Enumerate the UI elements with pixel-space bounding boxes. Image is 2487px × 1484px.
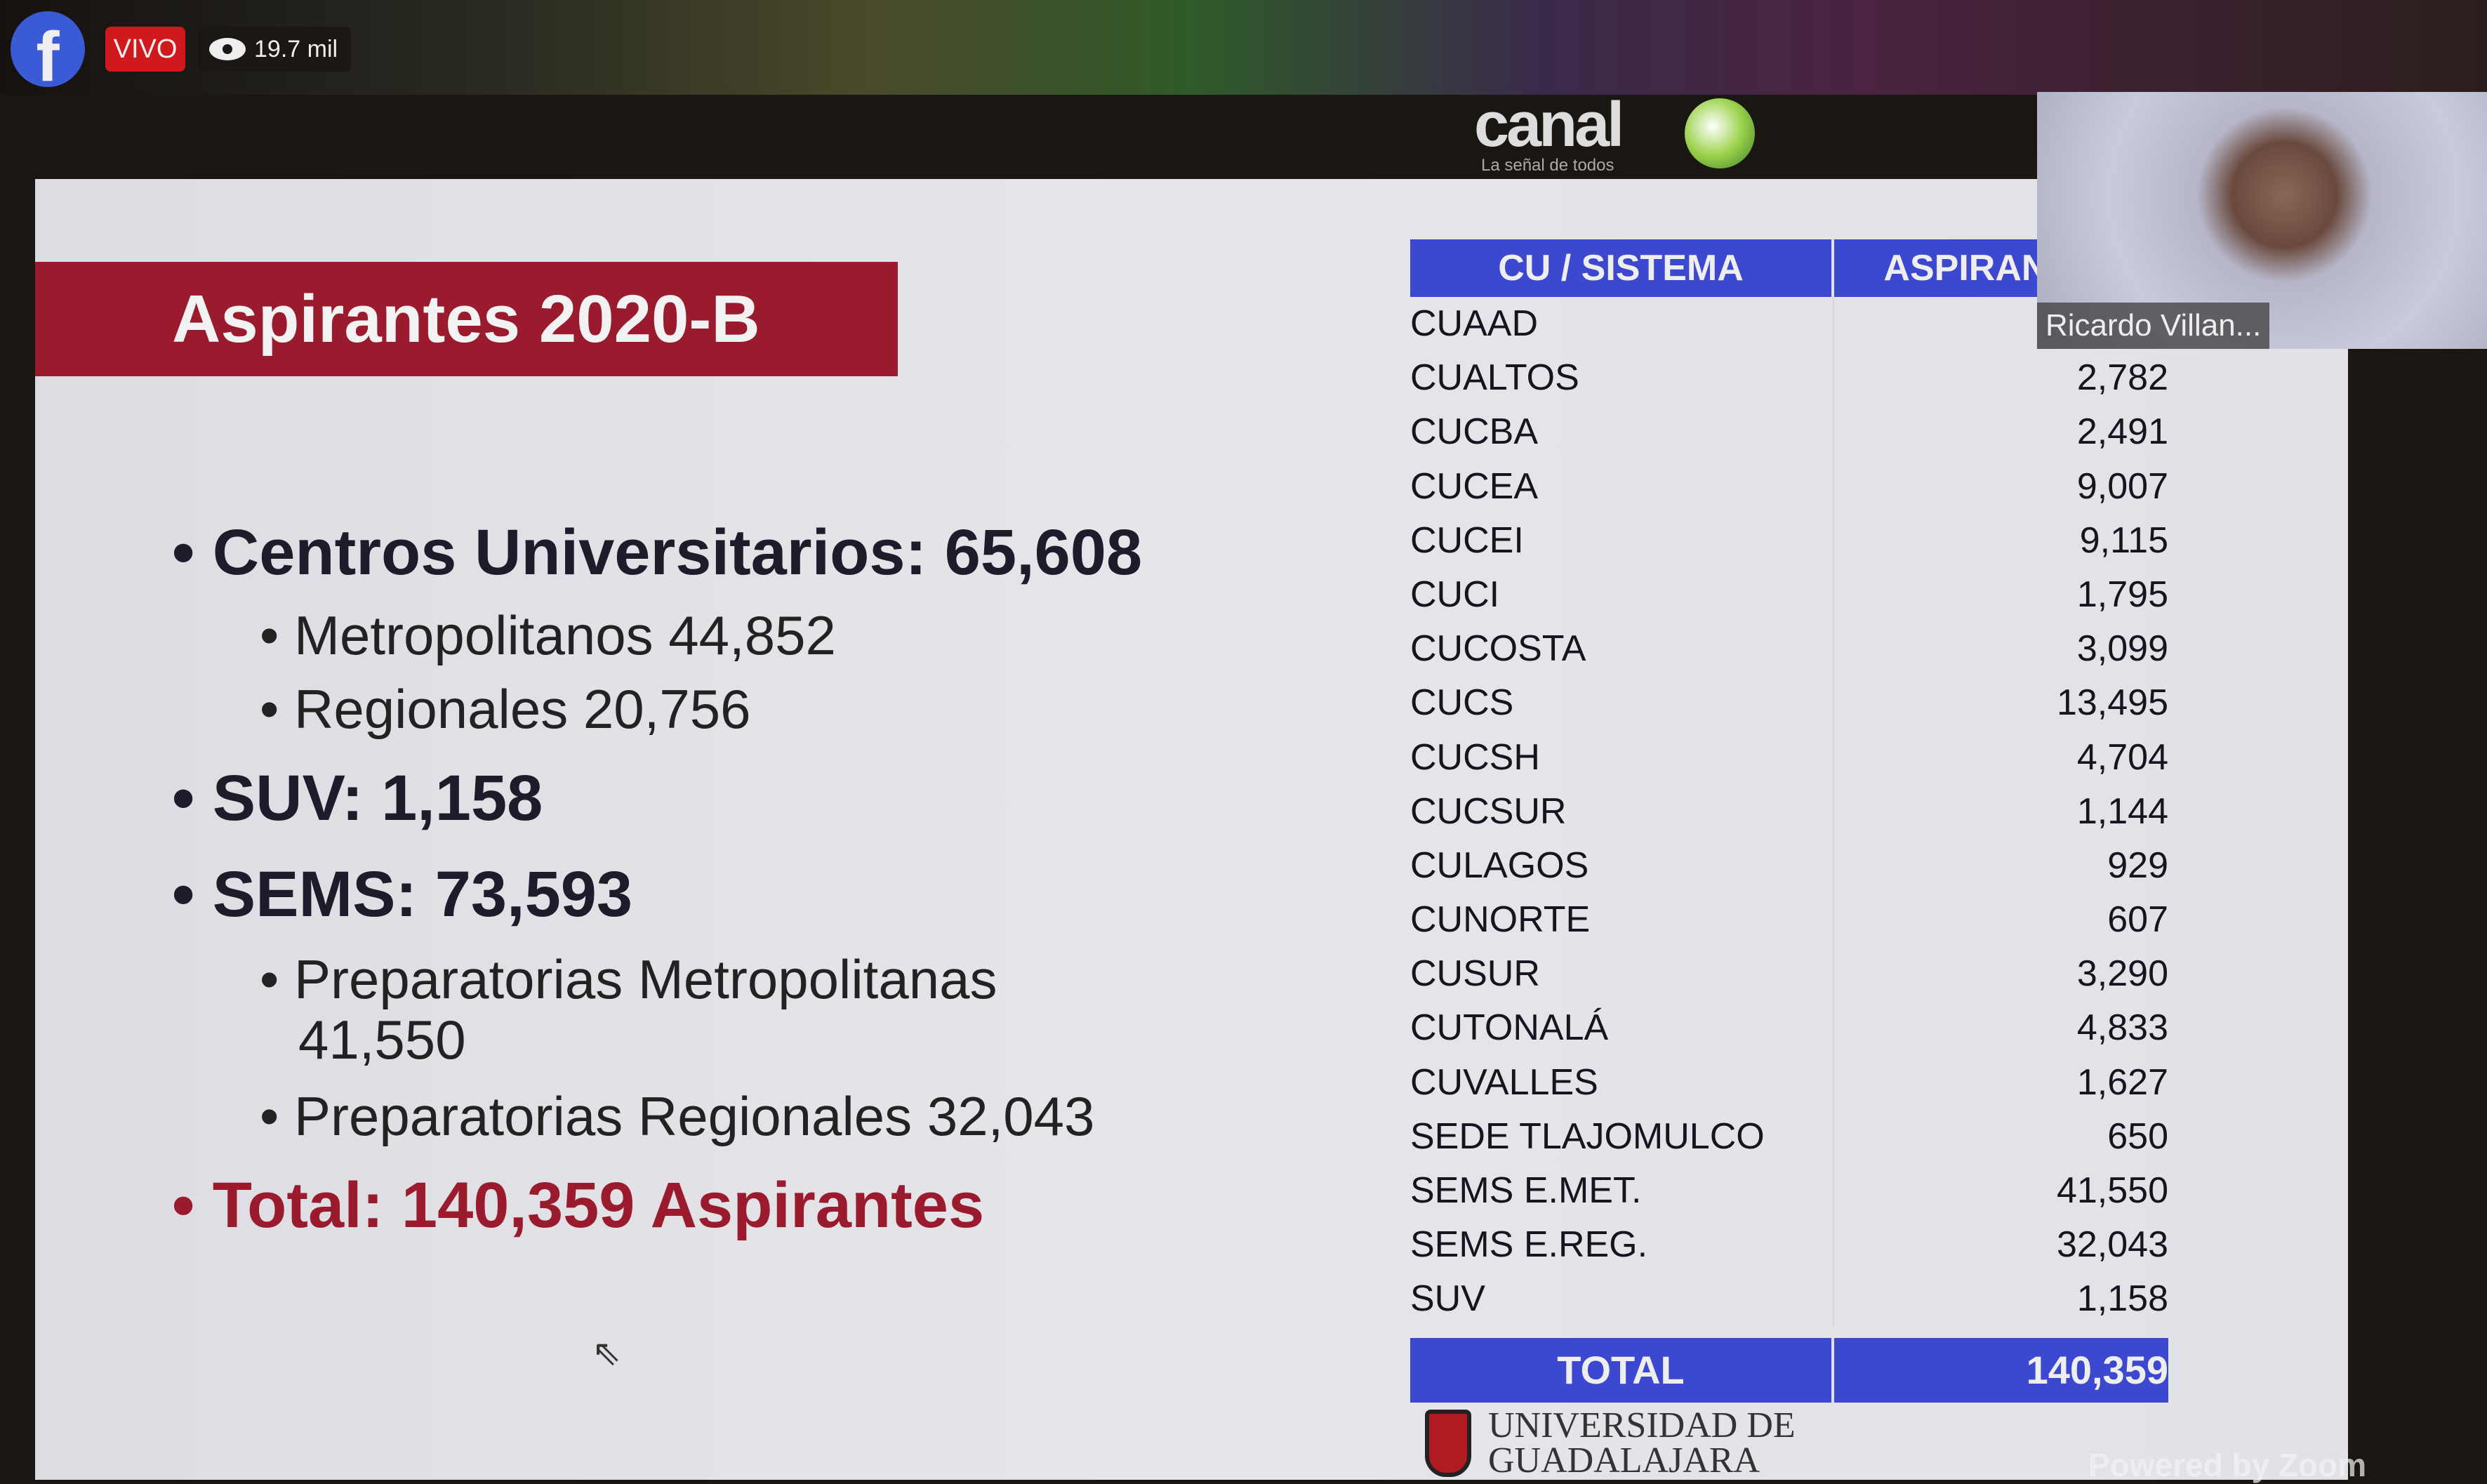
row-label: CUTONALÁ bbox=[1410, 1001, 1834, 1056]
row-value: 32,043 bbox=[2056, 1224, 2168, 1266]
table-row: CUVALLES 1,627 bbox=[1410, 1055, 2168, 1110]
table-row: CUAAD bbox=[1410, 297, 2168, 352]
canal-logo: canal bbox=[1474, 90, 1624, 160]
bullet-prep-regio: Preparatorias Regionales 32,043 bbox=[260, 1085, 1094, 1148]
bullet-regio: Regionales 20,756 bbox=[260, 677, 751, 741]
table-row: CUCEA 9,007 bbox=[1410, 459, 2168, 514]
table-row: CUALTOS 2,782 bbox=[1410, 351, 2168, 406]
table-row: CUTONALÁ 4,833 bbox=[1410, 1001, 2168, 1056]
participant-name: Ricardo Villan... bbox=[2037, 303, 2270, 349]
row-label: CUCS bbox=[1410, 676, 1834, 731]
row-label: CUCOSTA bbox=[1410, 622, 1834, 677]
row-value: 13,495 bbox=[2056, 682, 2168, 724]
viewer-count: 19.7 mil bbox=[198, 27, 351, 72]
row-label: CULAGOS bbox=[1410, 838, 1834, 894]
row-value: 9,115 bbox=[2079, 519, 2168, 561]
row-value: 1,627 bbox=[2076, 1061, 2168, 1103]
row-value: 4,833 bbox=[2076, 1007, 2168, 1049]
udg-crest-icon bbox=[1425, 1410, 1471, 1477]
row-label: CUCSUR bbox=[1410, 784, 1834, 839]
udg-logo-text: UNIVERSIDAD DE GUADALAJARA bbox=[1488, 1405, 1796, 1480]
row-label: SEMS E.REG. bbox=[1410, 1218, 1834, 1273]
row-label: SUV bbox=[1410, 1272, 1834, 1327]
row-value: 3,099 bbox=[2076, 628, 2168, 670]
table-row: SEDE TLAJOMULCO 650 bbox=[1410, 1109, 2168, 1164]
row-label: SEDE TLAJOMULCO bbox=[1410, 1109, 1834, 1164]
table-row: CUSUR 3,290 bbox=[1410, 947, 2168, 1002]
table-row: SUV 1,158 bbox=[1410, 1272, 2168, 1327]
facebook-logo-icon: f bbox=[11, 11, 85, 87]
row-value: 3,290 bbox=[2076, 953, 2168, 995]
row-value: 1,795 bbox=[2076, 574, 2168, 615]
row-label: SEMS E.MET. bbox=[1410, 1164, 1834, 1219]
slide-title: Aspirantes 2020-B bbox=[35, 262, 898, 376]
live-badge: VIVO bbox=[105, 27, 185, 72]
table-row: CUCEI 9,115 bbox=[1410, 513, 2168, 568]
row-value: 41,550 bbox=[2056, 1170, 2168, 1211]
row-label: CUCI bbox=[1410, 567, 1834, 623]
table-row: CUCOSTA 3,099 bbox=[1410, 622, 2168, 677]
powered-by-zoom: Powered by Zoom bbox=[2088, 1447, 2367, 1483]
stream-top-bar: f VIVO 19.7 mil bbox=[0, 0, 2487, 95]
row-label: CUSUR bbox=[1410, 947, 1834, 1002]
bullet-sems: SEMS: 73,593 bbox=[172, 858, 632, 932]
row-value: 9,007 bbox=[2076, 465, 2168, 507]
bullet-cu: Centros Universitarios: 65,608 bbox=[172, 516, 1142, 590]
table-row: SEMS E.MET. 41,550 bbox=[1410, 1164, 2168, 1219]
eye-icon bbox=[209, 38, 246, 60]
viewer-count-text: 19.7 mil bbox=[254, 36, 338, 62]
canal-logo-icon bbox=[1685, 98, 1755, 168]
row-value: 2,491 bbox=[2076, 411, 2168, 453]
table-row: CUCS 13,495 bbox=[1410, 676, 2168, 731]
canal-tagline: La señal de todos bbox=[1481, 156, 1614, 175]
bullet-prep-metro: Preparatorias Metropolitanas bbox=[260, 948, 997, 1012]
row-label: CUNORTE bbox=[1410, 893, 1834, 948]
table-row: CULAGOS 929 bbox=[1410, 838, 2168, 894]
bullet-metro: Metropolitanos 44,852 bbox=[260, 604, 836, 668]
row-value: 607 bbox=[2107, 899, 2168, 941]
row-value: 929 bbox=[2107, 844, 2168, 886]
table-row: CUCI 1,795 bbox=[1410, 567, 2168, 623]
row-value: 4,704 bbox=[2076, 736, 2168, 778]
table-row: CUNORTE 607 bbox=[1410, 893, 2168, 948]
row-value: 1,158 bbox=[2076, 1278, 2168, 1320]
bullet-prep-metro-value: 41,550 bbox=[298, 1009, 466, 1071]
row-label: CUCSH bbox=[1410, 730, 1834, 785]
bullet-suv: SUV: 1,158 bbox=[172, 762, 543, 835]
bullet-total: Total: 140,359 Aspirantes bbox=[172, 1169, 984, 1243]
row-label: CUVALLES bbox=[1410, 1055, 1834, 1110]
table-row: SEMS E.REG. 32,043 bbox=[1410, 1218, 2168, 1273]
row-value: 1,144 bbox=[2076, 790, 2168, 832]
row-label: CUAAD bbox=[1410, 297, 1834, 352]
table-total-row: TOTAL 140,359 bbox=[1410, 1337, 2168, 1403]
row-label: CUALTOS bbox=[1410, 351, 1834, 406]
participant-video[interactable]: Ricardo Villan... bbox=[2037, 92, 2487, 349]
row-label: CUCBA bbox=[1410, 405, 1834, 460]
row-label: CUCEA bbox=[1410, 459, 1834, 514]
aspirants-table: CU / SISTEMA ASPIRANTES CUAAD CUALTOS 2,782… bbox=[1410, 239, 2168, 1403]
table-row: CUCSUR 1,144 bbox=[1410, 784, 2168, 839]
table-row: CUCSH 4,704 bbox=[1410, 730, 2168, 785]
table-row: CUCBA 2,491 bbox=[1410, 405, 2168, 460]
row-value: 650 bbox=[2107, 1115, 2168, 1157]
row-label: CUCEI bbox=[1410, 513, 1834, 568]
row-value: 2,782 bbox=[2076, 357, 2168, 399]
mouse-cursor-icon: ⇖ bbox=[592, 1333, 621, 1372]
